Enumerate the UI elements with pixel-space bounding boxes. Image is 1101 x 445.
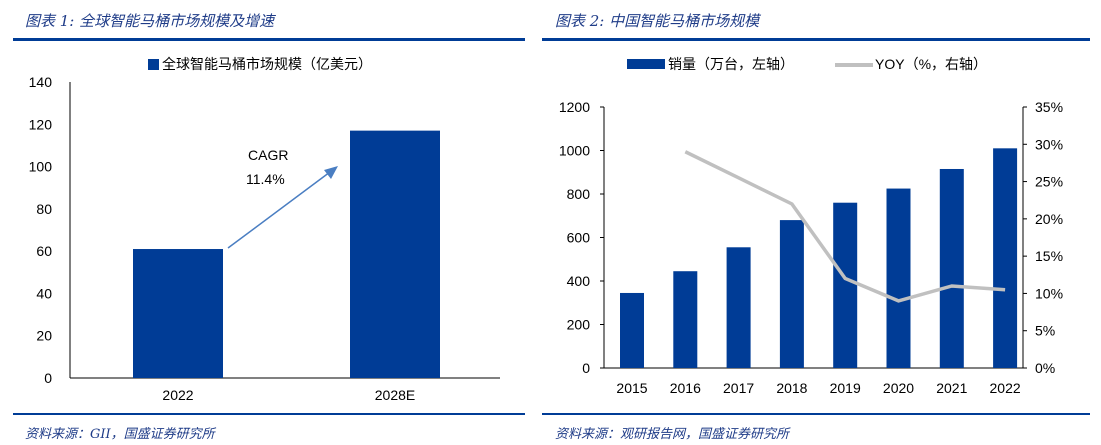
c2-x-tick: 2015 — [616, 380, 647, 396]
c1-y-tick: 60 — [36, 243, 52, 259]
c2-x-tick: 2021 — [936, 380, 967, 396]
c1-y-tick: 0 — [44, 370, 52, 386]
chart1-rule — [13, 38, 525, 41]
c2-right-tick: 35% — [1035, 99, 1063, 115]
c1-y-tick: 80 — [36, 201, 52, 217]
c2-bar — [993, 148, 1018, 368]
c1-cagr-value: 11.4% — [246, 171, 285, 187]
c2-bar — [886, 188, 911, 368]
c1-cagr-arrow — [227, 171, 331, 249]
c2-left-tick: 1000 — [559, 143, 590, 159]
chart2-source: 资料来源：观研报告网，国盛证券研究所 — [555, 427, 790, 442]
c2-legend-line-label: YOY（%，右轴） — [875, 56, 987, 72]
c1-bar — [133, 249, 223, 378]
c2-right-tick: 10% — [1035, 285, 1063, 301]
c1-y-tick: 40 — [36, 285, 52, 301]
c2-bar — [620, 292, 644, 368]
c2-x-tick: 2016 — [670, 380, 701, 396]
c2-x-tick: 2022 — [990, 380, 1021, 396]
chart1-bottom-rule — [13, 413, 525, 415]
c1-bar — [350, 130, 440, 378]
chart1-source: 资料来源：GII，国盛证券研究所 — [25, 427, 215, 442]
c2-left-tick: 400 — [567, 273, 591, 289]
c2-right-tick: 5% — [1035, 323, 1055, 339]
c2-bar — [779, 220, 804, 368]
c1-x-tick: 2022 — [162, 387, 193, 403]
c2-right-tick: 20% — [1035, 211, 1063, 227]
c2-x-tick: 2017 — [723, 380, 754, 396]
c2-right-tick: 25% — [1035, 174, 1063, 190]
c2-bar — [833, 202, 858, 368]
c1-legend-swatch — [148, 59, 159, 70]
c2-left-tick: 600 — [567, 230, 591, 246]
c1-x-tick: 2028E — [375, 387, 415, 403]
c1-y-tick: 140 — [29, 74, 53, 90]
c2-left-tick: 200 — [567, 317, 591, 333]
c2-bar — [726, 247, 751, 368]
c2-left-tick: 800 — [567, 186, 591, 202]
c1-cagr-arrowhead — [324, 166, 338, 179]
c2-bar — [673, 271, 698, 368]
c2-x-tick: 2018 — [776, 380, 807, 396]
c2-legend-bar-swatch — [627, 59, 665, 69]
c2-left-tick: 0 — [582, 360, 590, 376]
c1-legend-label: 全球智能马桶市场规模（亿美元） — [162, 56, 372, 72]
c2-legend-bar-label: 销量（万台，左轴） — [668, 56, 794, 72]
chart2-bottom-rule — [542, 413, 1090, 415]
c2-x-tick: 2020 — [883, 380, 914, 396]
c1-cagr-label: CAGR — [248, 147, 288, 163]
c1-y-tick: 120 — [29, 116, 53, 132]
chart2-rule — [542, 38, 1090, 41]
c2-bar — [939, 168, 964, 368]
c2-right-tick: 30% — [1035, 136, 1063, 152]
c2-right-tick: 15% — [1035, 248, 1063, 264]
chart2-title: 图表 2: 中国智能马桶市场规模 — [555, 12, 760, 30]
c1-y-tick: 20 — [36, 328, 52, 344]
c2-left-tick: 1200 — [559, 99, 590, 115]
c2-x-tick: 2019 — [830, 380, 861, 396]
c1-y-tick: 100 — [29, 159, 53, 175]
c2-right-tick: 0% — [1035, 360, 1055, 376]
chart1-title: 图表 1: 全球智能马桶市场规模及增速 — [25, 12, 275, 30]
